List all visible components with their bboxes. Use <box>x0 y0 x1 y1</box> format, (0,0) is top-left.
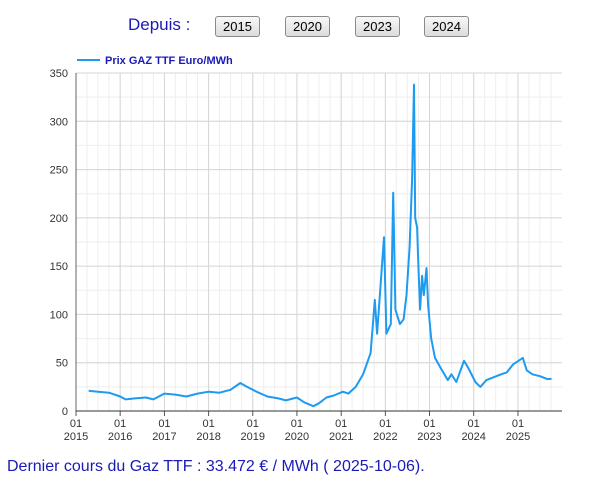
y-tick-label: 0 <box>62 406 68 418</box>
series-line <box>88 83 552 408</box>
x-tick-label-year: 2018 <box>196 431 220 443</box>
y-tick-label: 150 <box>50 261 68 273</box>
year-2024-button[interactable]: 2024 <box>424 16 469 37</box>
x-tick-label-month: 01 <box>512 418 524 430</box>
y-tick-label: 300 <box>50 116 68 128</box>
x-tick-label-month: 01 <box>70 418 82 430</box>
x-tick-label-year: 2020 <box>285 431 309 443</box>
x-tick-label-month: 01 <box>158 418 170 430</box>
x-tick-label-year: 2015 <box>64 431 88 443</box>
year-2015-button[interactable]: 2015 <box>215 16 260 37</box>
x-tick-label-year: 2021 <box>329 431 353 443</box>
y-tick-label: 250 <box>50 165 68 177</box>
year-2023-button[interactable]: 2023 <box>355 16 400 37</box>
last-price-text: Dernier cours du Gaz TTF : 33.472 € / MW… <box>7 458 425 475</box>
x-tick-label-month: 01 <box>291 418 303 430</box>
x-tick-label-year: 2024 <box>461 431 485 443</box>
x-tick-label-year: 2022 <box>373 431 397 443</box>
year-2020-button[interactable]: 2020 <box>285 16 330 37</box>
price-chart: 0501001502002503003500120150120160120170… <box>50 55 562 443</box>
y-tick-label: 100 <box>50 309 68 321</box>
x-tick-label-month: 01 <box>335 418 347 430</box>
x-tick-label-year: 2016 <box>108 431 132 443</box>
x-tick-label-month: 01 <box>468 418 480 430</box>
x-tick-label-year: 2019 <box>241 431 265 443</box>
y-tick-label: 200 <box>50 213 68 225</box>
y-tick-label: 50 <box>56 358 68 370</box>
x-tick-label-year: 2025 <box>506 431 530 443</box>
y-tick-label: 350 <box>50 68 68 80</box>
x-tick-label-month: 01 <box>202 418 214 430</box>
x-tick-label-month: 01 <box>423 418 435 430</box>
x-tick-label-year: 2017 <box>152 431 176 443</box>
x-tick-label-year: 2023 <box>417 431 441 443</box>
x-tick-label-month: 01 <box>379 418 391 430</box>
x-tick-label-month: 01 <box>247 418 259 430</box>
x-tick-label-month: 01 <box>114 418 126 430</box>
depuis-label: Depuis : <box>128 15 191 34</box>
legend-label: Prix GAZ TTF Euro/MWh <box>105 55 233 67</box>
